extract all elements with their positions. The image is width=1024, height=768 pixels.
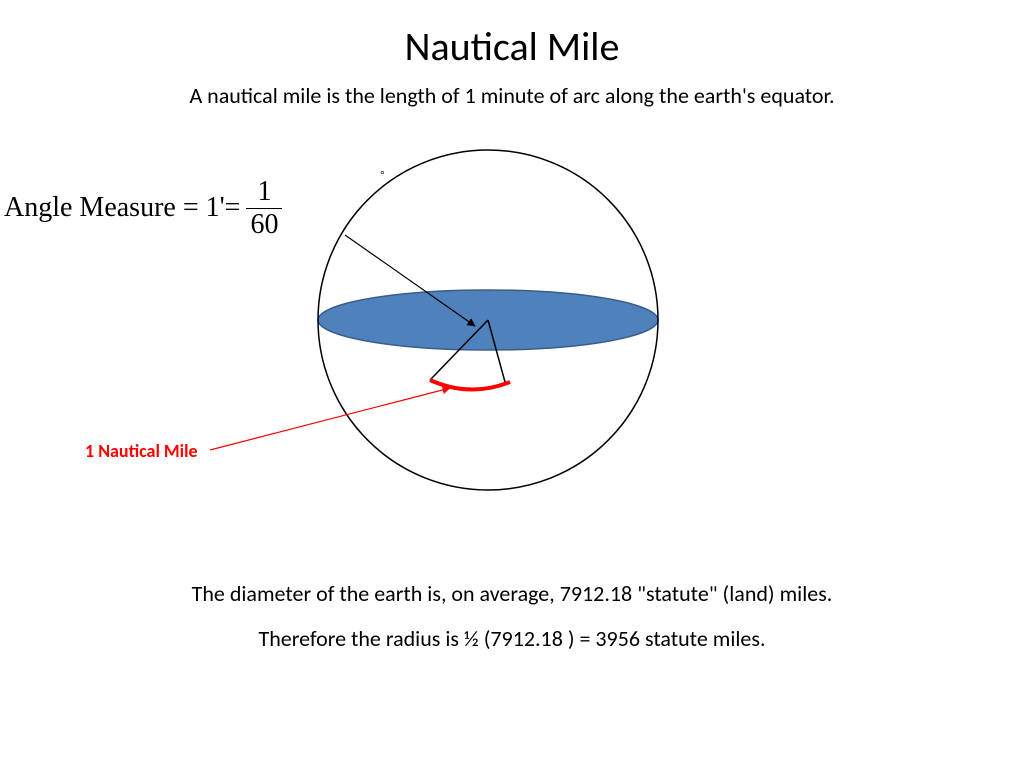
diameter-text: The diameter of the earth is, on average… xyxy=(0,580,1024,607)
pointer-nautical-mile xyxy=(210,388,450,450)
radius-text: Therefore the radius is ½ (7912.18 ) = 3… xyxy=(0,625,1024,652)
nautical-mile-diagram xyxy=(0,0,1024,768)
arc-one-nautical-mile xyxy=(430,380,510,390)
nautical-mile-label: 1 Nautical Mile xyxy=(85,440,198,462)
